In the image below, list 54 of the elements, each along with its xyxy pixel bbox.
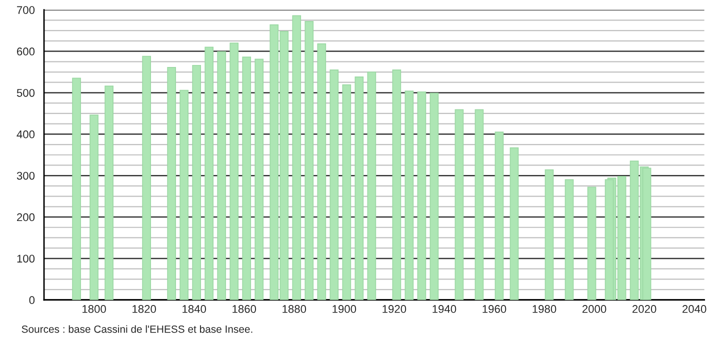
x-tick-label: 1980: [532, 305, 556, 313]
bar: [230, 42, 239, 300]
bar: [292, 15, 302, 300]
bar: [72, 78, 81, 300]
x-tick-label: 2040: [682, 305, 706, 313]
y-tick-label: 600: [17, 48, 35, 56]
bar: [367, 72, 376, 300]
bar: [167, 67, 176, 300]
bar: [544, 169, 554, 300]
bar: [510, 147, 519, 300]
bar: [417, 91, 426, 300]
y-tick-label: 300: [16, 172, 35, 180]
x-tick-label: 1900: [332, 305, 356, 313]
bar: [104, 86, 114, 300]
bar: [254, 58, 264, 300]
bar: [404, 90, 414, 300]
bar: [192, 64, 202, 300]
y-tick-label: 700: [17, 6, 35, 14]
x-tick-label: 1820: [132, 305, 156, 313]
x-tick-label: 1940: [432, 305, 456, 313]
bar: [180, 90, 189, 300]
bar: [304, 21, 314, 300]
bar: [454, 109, 464, 300]
bar: [564, 179, 574, 300]
x-tick-label: 1880: [282, 305, 306, 313]
x-tick-label: 1960: [482, 305, 506, 313]
x-tick-label: 1840: [182, 305, 206, 313]
source-note: Sources : base Cassini de l'EHESS et base Insee.: [22, 325, 252, 333]
x-tick-label: 2020: [632, 305, 656, 313]
bar: [90, 114, 98, 300]
y-tick-label: 400: [16, 130, 35, 138]
bar: [430, 92, 439, 300]
bar: [142, 56, 151, 300]
bar: [392, 70, 402, 300]
x-tick-label: 1860: [232, 305, 256, 313]
bar: [342, 84, 352, 300]
bar: [494, 132, 504, 300]
y-tick-label: 0: [29, 296, 35, 304]
y-tick-label: 500: [16, 88, 35, 97]
y-tick-label: 100: [17, 254, 35, 263]
bar: [330, 70, 339, 300]
bar: [587, 186, 596, 300]
x-tick-label: 1800: [82, 305, 106, 313]
x-tick-label: 1920: [382, 305, 406, 313]
bar: [474, 109, 484, 300]
bar: [217, 51, 226, 300]
bar: [354, 76, 364, 300]
x-tick-label: 2000: [582, 305, 606, 313]
y-tick-label: 200: [17, 213, 35, 222]
bar: [204, 46, 214, 300]
bar: [604, 179, 614, 300]
bar: [242, 56, 252, 300]
bar: [642, 168, 652, 300]
bar: [317, 43, 326, 300]
